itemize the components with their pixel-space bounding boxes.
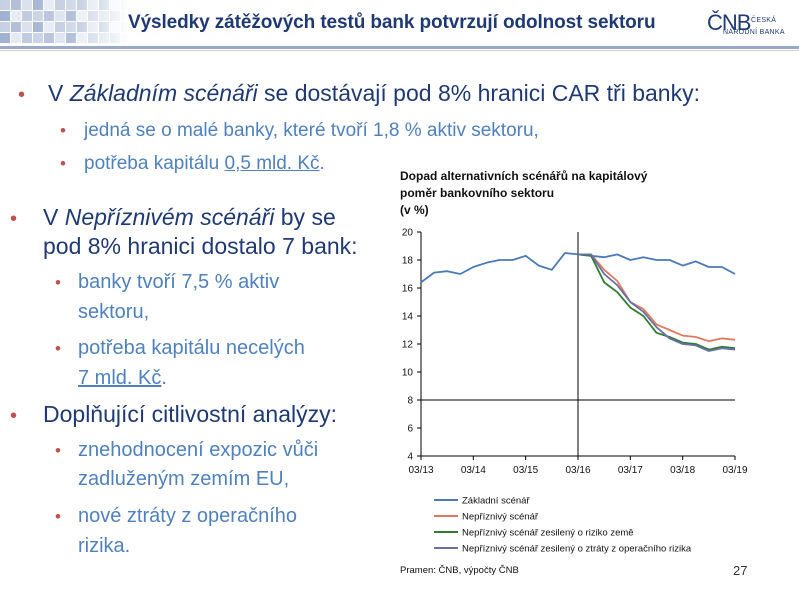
bullet-dot: • xyxy=(55,339,61,358)
y-tick-label: 20 xyxy=(402,228,414,239)
bullet-dot: • xyxy=(10,405,18,427)
bullet-2-sub-1-line-2: sektoru, xyxy=(78,301,150,323)
bullet-dot: • xyxy=(55,273,61,292)
bullet-2-line-1: V Nepříznivém scénáři by se xyxy=(43,204,336,231)
chart-source: Pramen: ČNB, výpočty ČNB xyxy=(400,565,519,576)
chart-y-unit: (v %) xyxy=(400,203,429,217)
y-tick-label: 8 xyxy=(407,396,413,407)
series-line-1 xyxy=(420,252,736,284)
bullet-1-sub-2: potřeba kapitálu 0,5 mld. Kč. xyxy=(84,153,325,175)
chart-title: Dopad alternativních scénářů na kapitálo… xyxy=(400,168,700,219)
bullet-1-sub-2-post: . xyxy=(319,153,325,174)
y-tick-label: 18 xyxy=(402,256,414,267)
bullet-3-sub-2-line-2: rizika. xyxy=(78,535,131,557)
y-tick-label: 6 xyxy=(407,424,413,435)
x-tick-label: 03/16 xyxy=(565,465,590,476)
bullet-2-emphasis: Nepříznivém scénáři xyxy=(64,204,275,230)
legend-label-2: Nepříznivý scénář xyxy=(462,512,539,523)
chart-title-line-2: poměr bankovního sektoru xyxy=(400,186,555,200)
bullet-2-sub-2-line-1: potřeba kapitálu necelých xyxy=(78,337,305,359)
legend-label-1: Základní scénář xyxy=(462,496,530,507)
bullet-dot: • xyxy=(10,208,18,230)
header-mosaic-decoration xyxy=(0,0,130,45)
capital-need-link-2[interactable]: 7 mld. Kč xyxy=(78,367,162,389)
x-tick-label: 03/19 xyxy=(722,465,747,476)
x-tick-label: 03/17 xyxy=(618,465,643,476)
series-line-4 xyxy=(578,253,736,352)
header-divider-thin xyxy=(0,50,799,51)
y-tick-label: 10 xyxy=(402,368,414,379)
bullet-2-post: by se xyxy=(274,204,336,230)
legend-label-3: Nepříznivý scénář zesilený o riziko země xyxy=(462,528,634,539)
x-tick-label: 03/14 xyxy=(461,465,486,476)
bullet-2-pre: V xyxy=(43,204,65,230)
bullet-3-sub-1-line-2: zadluženým zemím EU, xyxy=(78,468,290,490)
bullet-dot: • xyxy=(18,84,26,106)
series-line-3 xyxy=(577,253,736,351)
bullet-dot: • xyxy=(55,507,61,526)
bullet-1-pre: V xyxy=(48,80,70,106)
x-tick-label: 03/18 xyxy=(670,465,695,476)
bullet-2-line-2: pod 8% hranici dostalo 7 bank: xyxy=(43,233,358,259)
bullet-2-sub-2-post: . xyxy=(161,367,167,389)
bullet-dot: • xyxy=(60,154,66,173)
bullet-3-text: Doplňující citlivostní analýzy: xyxy=(43,401,338,427)
slide-header: Výsledky zátěžových testů bank potvrzují… xyxy=(0,0,799,45)
slide-title: Výsledky zátěžových testů bank potvrzují… xyxy=(128,12,656,33)
series-line-2 xyxy=(578,253,736,343)
cnb-logo: ČNB ČESKÁ NÁRODNÍ BANKA xyxy=(707,8,797,42)
bullet-1-sub-2-pre: potřeba kapitálu xyxy=(84,153,225,174)
y-tick-label: 12 xyxy=(402,340,414,351)
x-tick-label: 03/13 xyxy=(408,465,433,476)
logo-sub-text-1: ČESKÁ xyxy=(751,17,777,24)
y-tick-label: 4 xyxy=(407,452,413,463)
chart-title-line-1: Dopad alternativních scénářů na kapitálo… xyxy=(400,169,648,183)
page-number: 27 xyxy=(733,563,748,578)
bullet-1-sub-1: jedná se o malé banky, které tvoří 1,8 %… xyxy=(84,120,539,141)
bullet-dot: • xyxy=(55,441,61,460)
bullet-3-sub-1-line-1: znehodnocení expozic vůči xyxy=(78,439,319,461)
bullet-2-sub-1-line-1: banky tvoří 7,5 % aktiv xyxy=(78,271,280,293)
logo-sub-text-2: NÁRODNÍ BANKA xyxy=(723,29,785,36)
bullet-3-sub-2-line-1: nové ztráty z operačního xyxy=(78,505,298,527)
bullet-1-emphasis: Základním scénáři xyxy=(69,80,258,106)
capital-need-link-1[interactable]: 0,5 mld. Kč xyxy=(224,153,320,174)
x-tick-label: 03/15 xyxy=(513,465,538,476)
header-divider xyxy=(0,46,799,49)
bullet-1-text: V Základním scénáři se dostávají pod 8% … xyxy=(48,80,700,107)
legend-label-4: Nepříznivý scénář zesilený o ztráty z op… xyxy=(462,544,692,555)
bullet-2-sub-2-line-2: 7 mld. Kč. xyxy=(78,367,167,390)
y-tick-label: 14 xyxy=(402,312,414,323)
bullet-dot: • xyxy=(60,121,66,140)
bullet-1-post: se dostávají pod 8% hranici CAR tři bank… xyxy=(257,80,700,106)
logo-main-text: ČNB xyxy=(707,10,751,35)
y-tick-label: 16 xyxy=(402,284,414,295)
